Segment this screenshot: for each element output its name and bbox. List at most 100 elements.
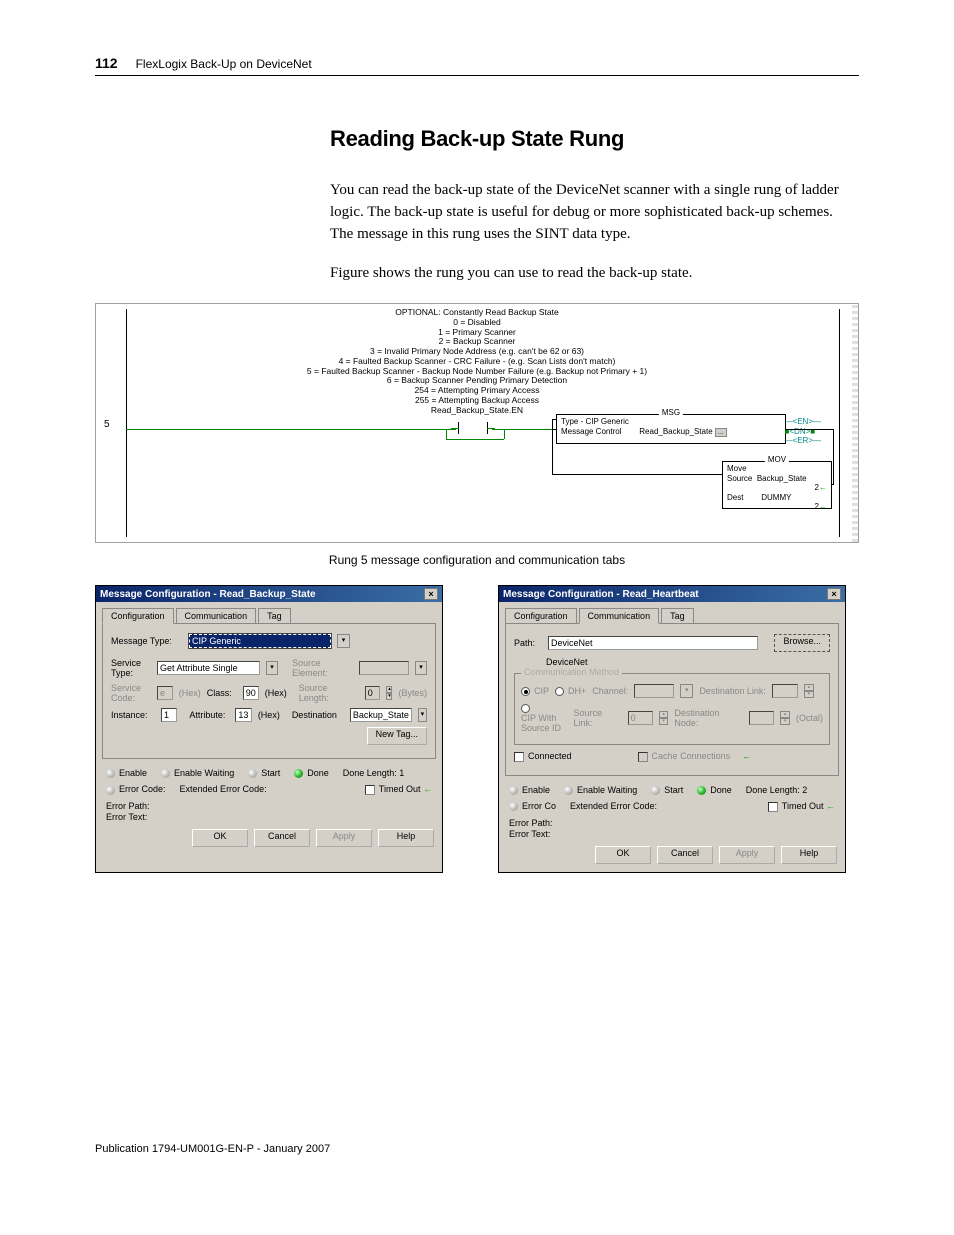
wire — [832, 484, 834, 485]
bytes-label: (Bytes) — [398, 688, 427, 698]
ok-button[interactable]: OK — [595, 846, 651, 864]
attribute-field[interactable]: 13 — [235, 708, 251, 722]
tab-row: Configuration Communication Tag — [96, 602, 442, 623]
comm-method-group: Communication Method CIP DH+ Channel: ▾ … — [514, 673, 830, 745]
titlebar: Message Configuration - Read_Backup_Stat… — [96, 586, 442, 602]
xic-contact — [458, 422, 488, 436]
section-title: Reading Back-up State Rung — [330, 126, 859, 152]
dropdown-icon[interactable]: ▾ — [418, 708, 427, 722]
attribute-label: Attribute: — [189, 710, 229, 720]
new-tag-button[interactable]: New Tag... — [367, 727, 427, 745]
error-code-label: Error Code: — [119, 784, 166, 794]
msg-title: MSG — [659, 408, 683, 418]
service-type-combo[interactable]: Get Attribute Single — [157, 661, 260, 675]
class-field[interactable]: 90 — [243, 686, 259, 700]
wire — [126, 429, 456, 430]
cancel-button[interactable]: Cancel — [254, 829, 310, 847]
spinner[interactable]: ▴▾ — [659, 711, 669, 725]
close-icon[interactable]: × — [424, 588, 438, 600]
dropdown-icon[interactable]: ▾ — [266, 661, 278, 675]
connected-checkbox[interactable] — [514, 752, 524, 762]
cache-label: Cache Connections — [652, 751, 731, 761]
tab-communication[interactable]: Communication — [579, 608, 660, 624]
dhplus-radio[interactable] — [555, 687, 564, 696]
rung-comment: OPTIONAL: Constantly Read Backup State 0… — [96, 308, 858, 415]
dialog-title: Message Configuration - Read_Backup_Stat… — [100, 589, 316, 600]
group-legend: Communication Method — [521, 667, 622, 677]
message-type-combo[interactable]: CIP Generic — [189, 634, 331, 648]
message-type-label: Message Type: — [111, 636, 183, 646]
cip-src-label: CIP With Source ID — [521, 713, 561, 733]
spinner[interactable]: ▴▾ — [386, 686, 392, 700]
wire — [504, 429, 505, 439]
error-path-label: Error Path: — [509, 818, 553, 828]
src-link-label: Source Link: — [573, 708, 621, 728]
tab-tag[interactable]: Tag — [258, 608, 291, 624]
wire — [446, 439, 504, 440]
status-row-1: Enable Enable Waiting Start Done Done Le… — [96, 765, 442, 781]
apply-button[interactable]: Apply — [719, 846, 775, 864]
cancel-button[interactable]: Cancel — [657, 846, 713, 864]
page-number: 112 — [95, 55, 118, 71]
titlebar: Message Configuration - Read_Heartbeat × — [499, 586, 845, 602]
start-status: Start — [261, 768, 280, 778]
path-field[interactable]: DeviceNet — [548, 636, 758, 650]
instance-field[interactable]: 1 — [161, 708, 177, 722]
dropdown-icon[interactable]: ▾ — [415, 661, 427, 675]
ok-button[interactable]: OK — [192, 829, 248, 847]
spinner[interactable]: ▴▾ — [804, 684, 814, 698]
dest-node-field[interactable] — [749, 711, 774, 725]
msg-ports: —<EN>— ■<DN>■ —<ER>— — [785, 417, 821, 446]
msg-type-label: Type - CIP Generic — [561, 417, 629, 426]
service-code-field[interactable]: e — [157, 686, 173, 700]
wire — [552, 419, 553, 474]
msg-ctrl-label: Message Control — [561, 427, 621, 436]
start-status: Start — [664, 785, 683, 795]
mov-title: MOV — [765, 455, 789, 465]
extended-error-label: Extended Error Code: — [180, 784, 267, 794]
close-icon[interactable]: × — [827, 588, 841, 600]
dest-node-label: Destination Node: — [674, 708, 743, 728]
status-row-3: Error Path: Error Text: — [499, 815, 845, 842]
cache-checkbox[interactable] — [638, 752, 648, 762]
source-element-label: Source Element: — [292, 658, 353, 678]
service-type-label: Service Type: — [111, 658, 151, 678]
spinner[interactable]: ▴▾ — [780, 711, 790, 725]
timed-out-checkbox[interactable] — [768, 802, 778, 812]
extended-error-label: Extended Error Code: — [570, 801, 657, 811]
tab-configuration[interactable]: Configuration — [505, 608, 577, 624]
src-link-field[interactable]: 0 — [628, 711, 653, 725]
ladder-rung-figure: 5 OPTIONAL: Constantly Read Backup State… — [95, 303, 859, 543]
enable-status: Enable — [119, 768, 147, 778]
help-button[interactable]: Help — [781, 846, 837, 864]
destination-combo[interactable]: Backup_State — [350, 708, 412, 722]
path-label: Path: — [514, 638, 542, 648]
body-paragraph-1: You can read the back-up state of the De… — [330, 180, 859, 245]
cip-src-radio[interactable] — [521, 704, 530, 713]
tab-configuration[interactable]: Configuration — [102, 608, 174, 624]
timed-out-checkbox[interactable] — [365, 785, 375, 795]
ellipsis-button[interactable]: ... — [715, 428, 727, 437]
cip-radio[interactable] — [521, 687, 530, 696]
done-status: Done — [307, 768, 329, 778]
running-head: 112 FlexLogix Back-Up on DeviceNet — [95, 55, 859, 76]
tab-communication[interactable]: Communication — [176, 608, 257, 624]
dropdown-icon[interactable]: ▾ — [337, 634, 350, 648]
source-element-combo[interactable] — [359, 661, 409, 675]
done-status: Done — [710, 785, 732, 795]
tab-tag[interactable]: Tag — [661, 608, 694, 624]
status-row-1: Enable Enable Waiting Start Done Done Le… — [499, 782, 845, 798]
browse-button[interactable]: Browse... — [774, 634, 830, 652]
hex-label: (Hex) — [179, 688, 201, 698]
config-dialog-2: Message Configuration - Read_Heartbeat ×… — [498, 585, 846, 873]
apply-button[interactable]: Apply — [316, 829, 372, 847]
error-text-label: Error Text: — [509, 829, 550, 839]
wire — [492, 429, 552, 430]
dest-link-field[interactable] — [772, 684, 798, 698]
channel-field[interactable] — [634, 684, 674, 698]
help-button[interactable]: Help — [378, 829, 434, 847]
chapter-title: FlexLogix Back-Up on DeviceNet — [136, 57, 312, 71]
config-dialog-1: Message Configuration - Read_Backup_Stat… — [95, 585, 443, 873]
source-length-field[interactable]: 0 — [365, 686, 381, 700]
dropdown-icon[interactable]: ▾ — [680, 684, 693, 698]
